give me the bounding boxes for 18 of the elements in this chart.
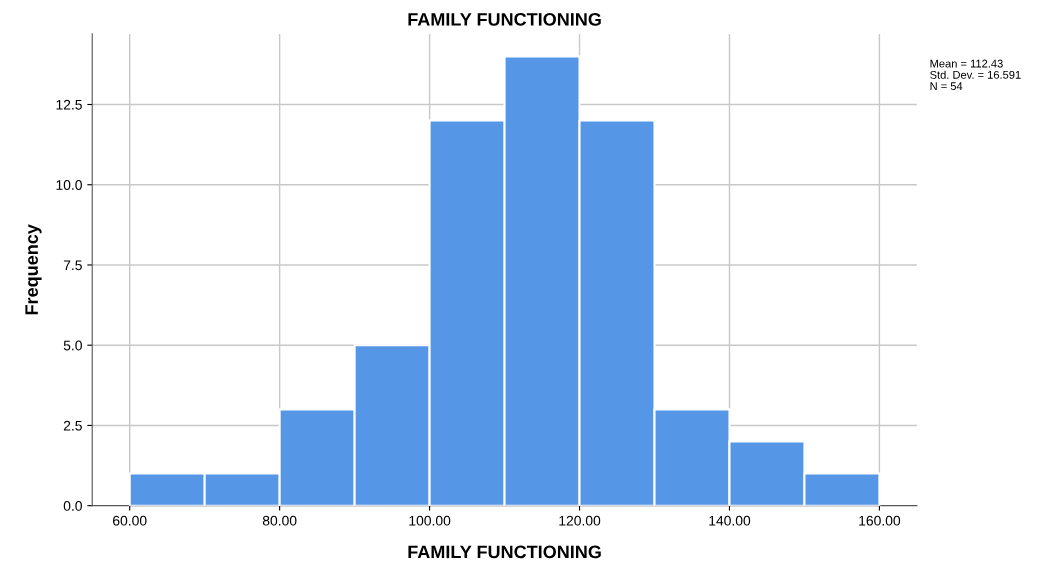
x-tick-label: 120.00 — [559, 515, 601, 526]
x-tick-label: 80.00 — [262, 515, 297, 526]
y-tick-label: 10.0 — [56, 180, 82, 190]
y-tick-label: 7.5 — [63, 260, 82, 271]
text: N = 54 — [930, 82, 963, 91]
x-tick-label: 60.00 — [113, 515, 147, 526]
x-tick-label: 100.00 — [409, 515, 451, 526]
chart-title: FAMILY FUNCTIONING — [408, 12, 601, 26]
x-tick-label: 160.00 — [859, 515, 901, 526]
y-tick-label: 12.5 — [56, 99, 82, 110]
text: Mean = 112.43 — [930, 59, 1003, 68]
y-tick-label: 5.0 — [63, 340, 82, 351]
x-tick-label: 140.00 — [709, 515, 751, 526]
y-axis-title: Frequency — [25, 224, 42, 315]
y-tick-label: 2.5 — [63, 420, 82, 431]
text: Std. Dev. = 16.591 — [930, 70, 1021, 79]
x-axis-title: FAMILY FUNCTIONING — [408, 545, 601, 559]
y-tick-label: 0.0 — [63, 501, 82, 511]
